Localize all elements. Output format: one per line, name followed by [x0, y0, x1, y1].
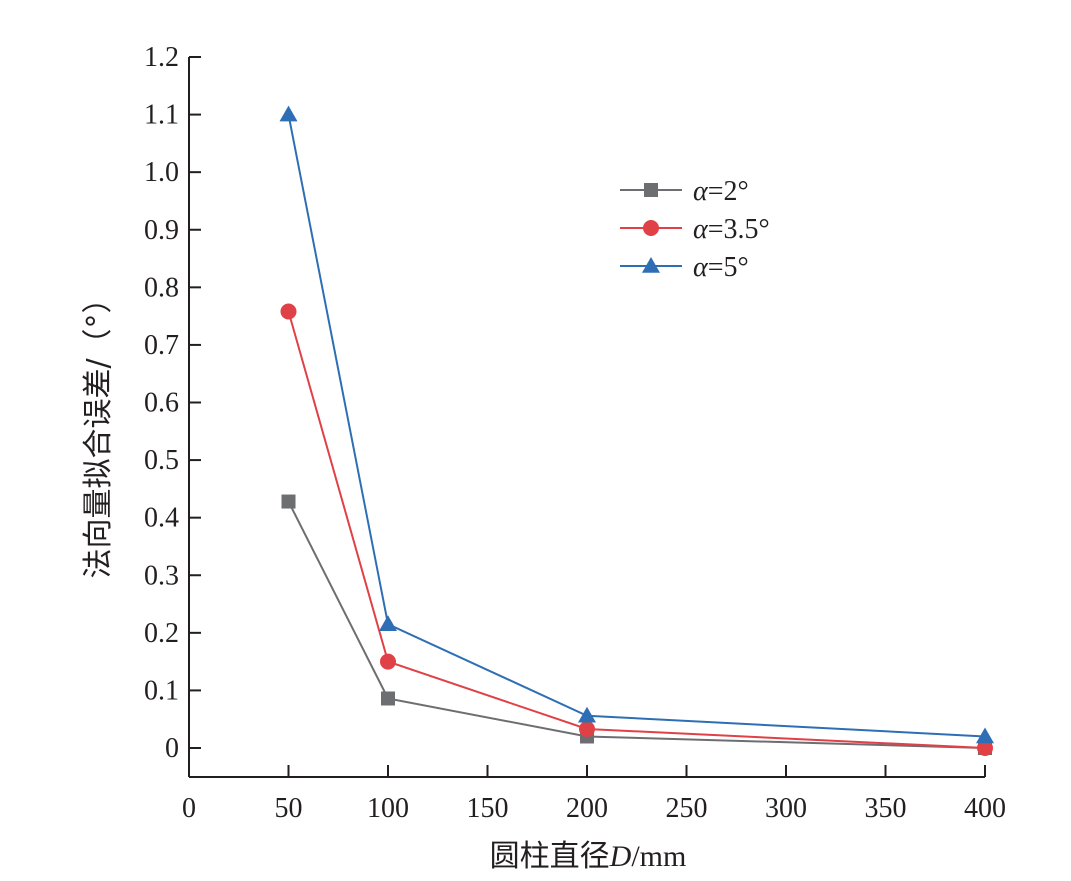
data-point [381, 691, 395, 706]
y-tick-label: 0.1 [144, 675, 179, 706]
data-point [281, 494, 296, 509]
y-tick-label: 1.2 [144, 42, 179, 73]
y-tick-label: 0.4 [144, 503, 179, 534]
x-axis-title: 圆柱直径D/mm [490, 839, 687, 874]
legend-label-symbol: α [693, 252, 709, 283]
legend-label-value: =5° [708, 252, 749, 283]
legend-label: α=5° [693, 252, 749, 283]
x-tick-label: 100 [367, 793, 409, 824]
data-point [279, 105, 298, 122]
legend-label: α=3.5° [693, 214, 770, 245]
legend-label-value: =3.5° [708, 214, 770, 245]
series-circle [280, 303, 993, 756]
legend-label-value: =2° [708, 176, 749, 207]
legend-marker [643, 220, 659, 236]
data-point [380, 653, 396, 670]
x-tick-label: 350 [865, 793, 907, 824]
series-line [287, 501, 986, 749]
series-line [287, 311, 986, 749]
legend-label: α=2° [693, 176, 749, 207]
x-tick-label: 0 [182, 793, 196, 824]
y-tick-label: 0.5 [144, 445, 179, 476]
x-tick-label: 250 [666, 793, 708, 824]
legend-item: α=2° [620, 176, 749, 207]
data-point [977, 740, 993, 756]
legend-item: α=3.5° [620, 214, 770, 245]
x-tick-label: 50 [275, 793, 303, 824]
y-tick-label: 0.7 [144, 330, 179, 361]
legend-label-symbol: α [693, 214, 709, 245]
y-tick-label: 1.0 [144, 157, 179, 188]
data-point [379, 615, 397, 631]
y-tick-label: 0.6 [144, 388, 179, 419]
data-point [579, 720, 595, 737]
legend-item: α=5° [620, 252, 749, 283]
y-tick-label: 1.1 [144, 100, 179, 131]
x-axis-title-variable: D [609, 840, 632, 873]
x-tick-label: 300 [765, 793, 807, 824]
data-point [976, 727, 994, 744]
y-tick-label: 0.2 [144, 618, 179, 649]
x-tick-label: 200 [566, 793, 608, 824]
series-triangle [279, 105, 994, 744]
y-tick-label: 0.3 [144, 560, 179, 591]
data-point [280, 303, 297, 320]
axes: 0 0.1 0.2 0.3 0.4 0.5 0.6 0.7 0.8 0.9 1.0 1.1 1.2 0 50… [144, 42, 1006, 824]
y-tick-label: 0.9 [144, 215, 179, 246]
legend-marker [644, 183, 658, 197]
x-axis-title-unit: /mm [631, 840, 686, 873]
x-tick-label: 400 [964, 793, 1006, 824]
series-layer [279, 105, 994, 756]
y-axis-title: 法向量拟合误差/（°） [81, 283, 116, 578]
series-line [287, 114, 986, 738]
legend: α=2°α=3.5°α=5° [620, 176, 770, 283]
x-axis-title-text: 圆柱直径 [490, 839, 610, 874]
legend-marker [642, 257, 660, 273]
legend-label-symbol: α [693, 176, 709, 207]
y-tick-label: 0 [165, 733, 179, 764]
data-point [578, 706, 596, 723]
x-tick-label: 150 [467, 793, 509, 824]
y-tick-label: 0.8 [144, 272, 179, 303]
